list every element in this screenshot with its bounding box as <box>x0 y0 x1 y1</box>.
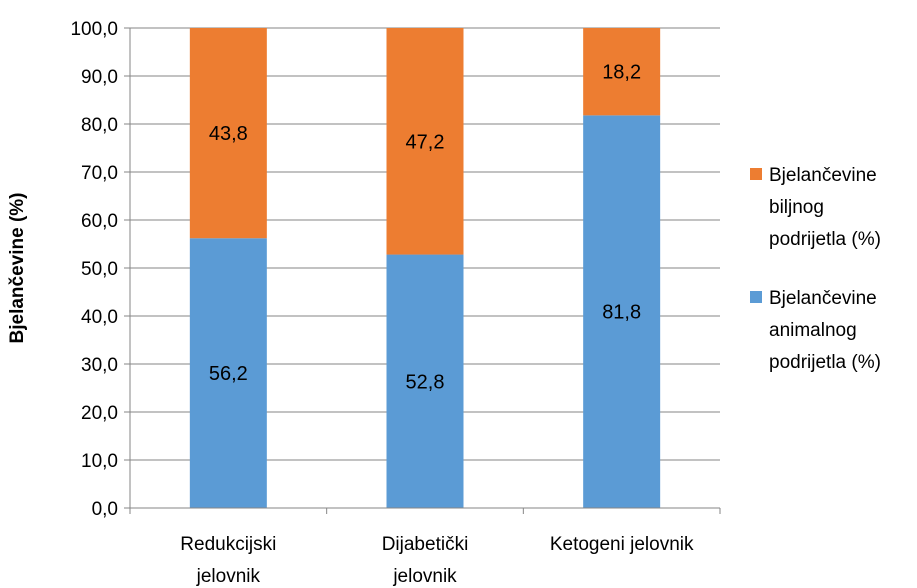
x-category-labels: Redukcijski jelovnik Dijabetički jelovnik Ke… <box>180 534 694 587</box>
data-label: 18,2 <box>602 62 641 84</box>
y-tick-label: 70,0 <box>81 163 118 184</box>
y-tick-label: 0,0 <box>92 499 118 520</box>
data-label: 52,8 <box>406 371 445 393</box>
y-tick-label: 80,0 <box>81 115 118 136</box>
bar-segment <box>189 238 267 509</box>
legend-label: Bjelančevine biljnog podrijetla (%) <box>769 165 881 250</box>
y-tick-label: 50,0 <box>81 259 118 280</box>
y-axis-title: Bjelančevine (%) <box>7 193 28 344</box>
bar-segment <box>386 254 464 508</box>
y-tick-label: 10,0 <box>81 451 118 472</box>
y-tick-label: 20,0 <box>81 403 118 424</box>
bar-segment <box>189 28 267 239</box>
bar-segment <box>583 115 661 509</box>
y-tick-label: 100,0 <box>70 19 118 40</box>
x-category-label: Ketogeni jelovnik <box>550 534 694 555</box>
axes <box>124 27 721 514</box>
data-label: 43,8 <box>209 123 248 145</box>
legend-swatch <box>750 291 762 303</box>
data-label: 81,8 <box>602 302 641 324</box>
legend-swatch <box>750 168 762 180</box>
data-label: 56,2 <box>209 363 248 385</box>
bar-segment <box>583 28 661 116</box>
x-category-label: Dijabetički jelovnik <box>382 534 469 587</box>
legend-label: Bjelančevine animalnog podrijetla (%) <box>769 288 881 373</box>
y-tick-label: 90,0 <box>81 67 118 88</box>
bar-segment <box>386 28 464 255</box>
data-labels: 56,2 43,8 52,8 47,2 81,8 18,2 <box>209 62 641 394</box>
y-tick-label: 40,0 <box>81 307 118 328</box>
y-tick-labels: 0,0 10,0 20,0 30,0 40,0 50,0 60,0 70,0 80,0 90,0 1… <box>70 19 118 520</box>
legend: Bjelančevine biljnog podrijetla (%) Bjelanč… <box>750 165 881 373</box>
data-label: 47,2 <box>406 131 445 153</box>
bars <box>189 28 661 509</box>
y-tick-label: 60,0 <box>81 211 118 232</box>
y-tick-label: 30,0 <box>81 355 118 376</box>
x-category-label: Redukcijski jelovnik <box>180 534 276 587</box>
